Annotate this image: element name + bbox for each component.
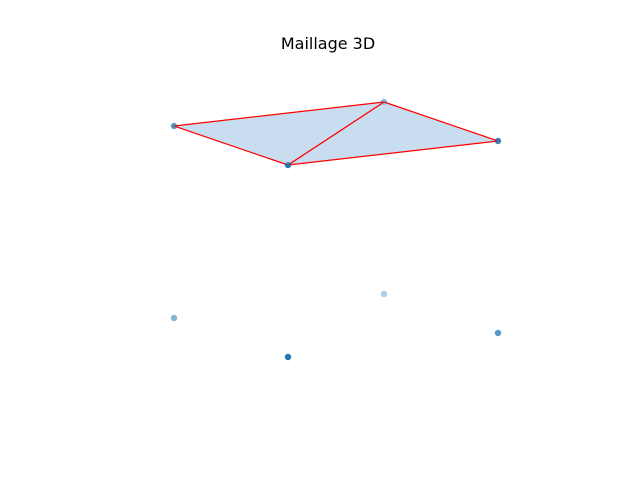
bottom-point-3 <box>170 314 178 322</box>
top-point-overlay-2 <box>381 99 387 105</box>
chart-title: Maillage 3D <box>281 34 375 53</box>
top-point-overlay-0 <box>285 162 291 168</box>
bottom-point-1 <box>494 329 502 337</box>
top-point-overlay-3 <box>171 123 177 129</box>
points-layer <box>170 290 502 361</box>
bottom-point-2 <box>380 290 388 298</box>
mesh-layer <box>170 98 502 169</box>
mesh-triangle-1 <box>173 101 385 166</box>
top-point-overlay-1 <box>495 138 501 144</box>
bottom-point-0 <box>284 353 292 361</box>
